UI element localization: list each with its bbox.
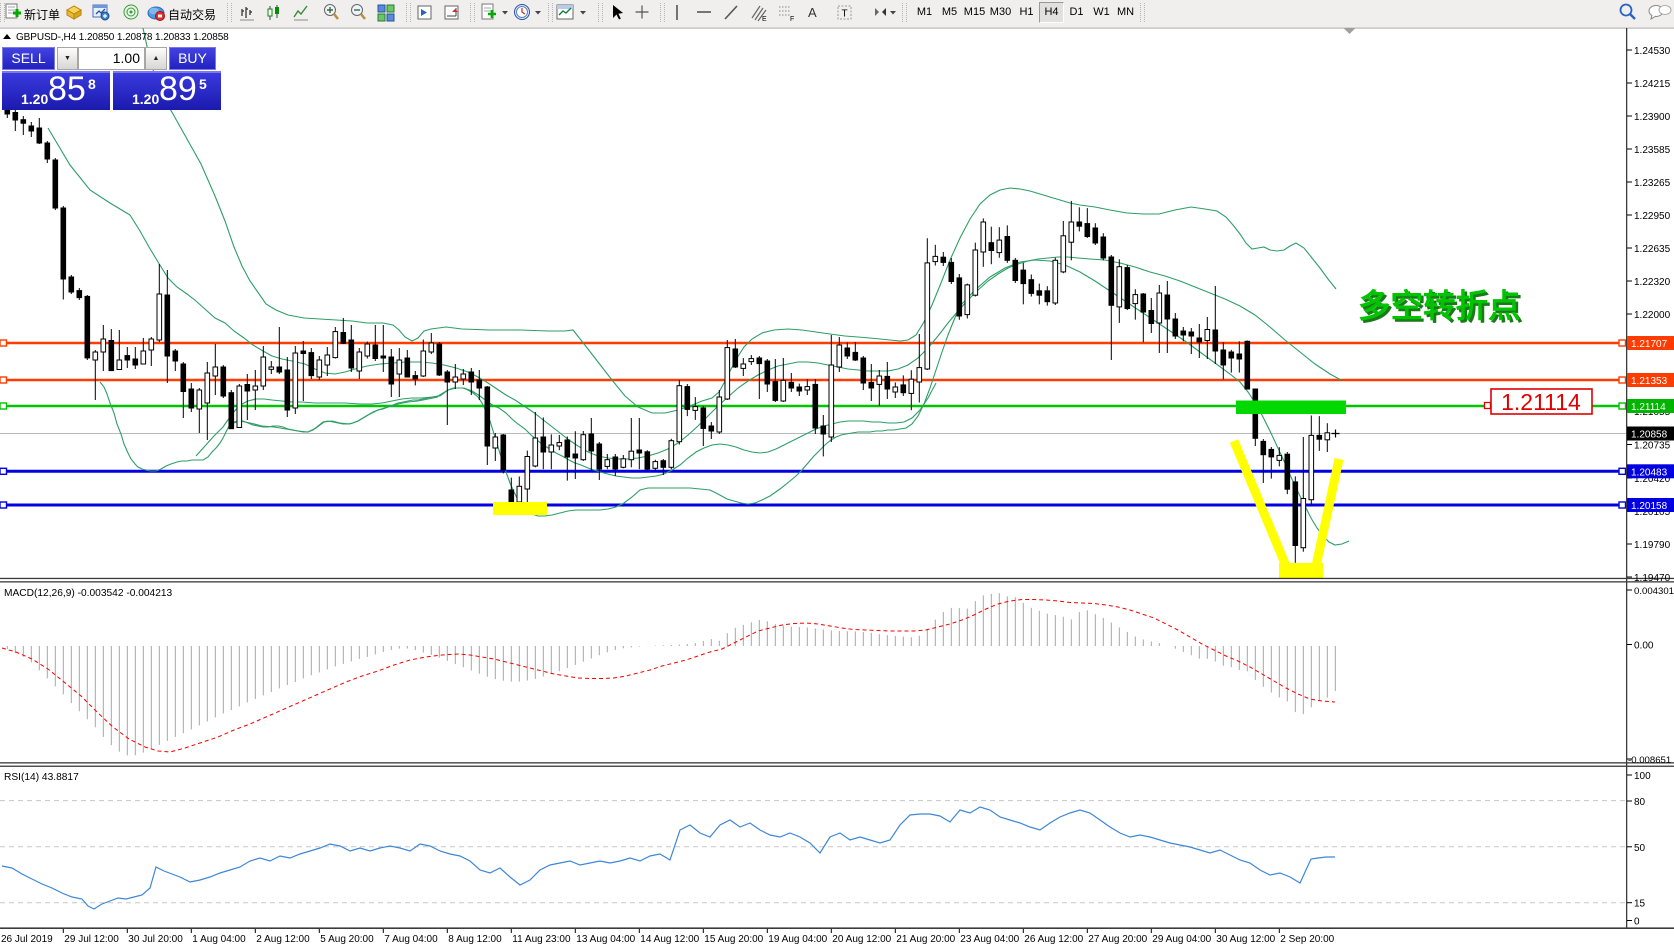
- svg-text:GBPUSD-,H4 1.20850 1.20878 1.: GBPUSD-,H4 1.20850 1.20878 1.20833 1.208…: [16, 32, 229, 43]
- svg-text:-0.008651: -0.008651: [1628, 755, 1671, 766]
- svg-text:MACD(12,26,9) -0.003542 -0.004: MACD(12,26,9) -0.003542 -0.004213: [4, 588, 173, 599]
- svg-text:80: 80: [1634, 797, 1646, 808]
- svg-text:8 Aug 12:00: 8 Aug 12:00: [448, 934, 502, 945]
- svg-text:15: 15: [1634, 899, 1646, 910]
- svg-text:1.21114: 1.21114: [1501, 389, 1581, 415]
- svg-text:50: 50: [1634, 843, 1646, 854]
- svg-text:T: T: [842, 9, 848, 20]
- svg-text:19 Aug 04:00: 19 Aug 04:00: [768, 934, 827, 945]
- svg-text:26 Jul 2019: 26 Jul 2019: [1, 934, 53, 945]
- svg-text:29 Aug 04:00: 29 Aug 04:00: [1152, 934, 1211, 945]
- svg-text:1.22000: 1.22000: [1634, 310, 1671, 321]
- svg-text:1.22950: 1.22950: [1634, 211, 1671, 222]
- svg-text:13 Aug 04:00: 13 Aug 04:00: [576, 934, 635, 945]
- svg-text:1.21114: 1.21114: [1631, 402, 1666, 413]
- svg-text:F: F: [790, 16, 794, 23]
- svg-text:1.23585: 1.23585: [1634, 145, 1671, 156]
- svg-text:21 Aug 20:00: 21 Aug 20:00: [896, 934, 955, 945]
- svg-text:1.24215: 1.24215: [1634, 79, 1671, 90]
- svg-text:1.21353: 1.21353: [1631, 376, 1668, 387]
- svg-text:1.19790: 1.19790: [1634, 540, 1671, 551]
- svg-text:多空转折点: 多空转折点: [1358, 288, 1521, 324]
- svg-text:多空转折点: 多空转折点: [1361, 291, 1524, 327]
- svg-text:1.20158: 1.20158: [1631, 501, 1668, 512]
- svg-text:0: 0: [1634, 917, 1640, 928]
- svg-text:30 Aug 12:00: 30 Aug 12:00: [1216, 934, 1275, 945]
- svg-text:27 Aug 20:00: 27 Aug 20:00: [1088, 934, 1147, 945]
- svg-text:1.20105: 1.20105: [1634, 507, 1671, 518]
- svg-text:RSI(14) 43.8817: RSI(14) 43.8817: [4, 772, 79, 783]
- svg-text:0.004301: 0.004301: [1634, 586, 1674, 597]
- svg-text:23 Aug 04:00: 23 Aug 04:00: [960, 934, 1019, 945]
- svg-text:1.20483: 1.20483: [1631, 467, 1668, 478]
- svg-text:1 Aug 04:00: 1 Aug 04:00: [192, 934, 246, 945]
- svg-text:1.24530: 1.24530: [1634, 46, 1671, 57]
- svg-text:1.22320: 1.22320: [1634, 277, 1671, 288]
- svg-text:26 Aug 12:00: 26 Aug 12:00: [1024, 934, 1083, 945]
- svg-text:E: E: [762, 16, 767, 23]
- svg-text:30 Jul 20:00: 30 Jul 20:00: [128, 934, 183, 945]
- svg-text:20 Aug 12:00: 20 Aug 12:00: [832, 934, 891, 945]
- svg-text:1.21707: 1.21707: [1631, 339, 1668, 350]
- svg-text:5 Aug 20:00: 5 Aug 20:00: [320, 934, 374, 945]
- svg-text:2 Aug 12:00: 2 Aug 12:00: [256, 934, 310, 945]
- svg-text:0.00: 0.00: [1634, 641, 1654, 652]
- svg-text:15 Aug 20:00: 15 Aug 20:00: [704, 934, 763, 945]
- svg-text:100: 100: [1634, 771, 1651, 782]
- svg-text:1.20420: 1.20420: [1634, 474, 1671, 485]
- svg-text:1.23900: 1.23900: [1634, 112, 1671, 123]
- svg-text:1.20858: 1.20858: [1631, 430, 1668, 441]
- svg-text:2 Sep 20:00: 2 Sep 20:00: [1280, 934, 1334, 945]
- svg-text:1.22635: 1.22635: [1634, 244, 1671, 255]
- svg-text:1.23265: 1.23265: [1634, 178, 1671, 189]
- svg-text:29 Jul 12:00: 29 Jul 12:00: [64, 934, 119, 945]
- svg-text:1.19470: 1.19470: [1634, 573, 1671, 584]
- svg-text:11 Aug 23:00: 11 Aug 23:00: [512, 934, 571, 945]
- svg-text:1.20735: 1.20735: [1634, 441, 1671, 452]
- svg-text:7 Aug 04:00: 7 Aug 04:00: [384, 934, 438, 945]
- svg-text:14 Aug 12:00: 14 Aug 12:00: [640, 934, 699, 945]
